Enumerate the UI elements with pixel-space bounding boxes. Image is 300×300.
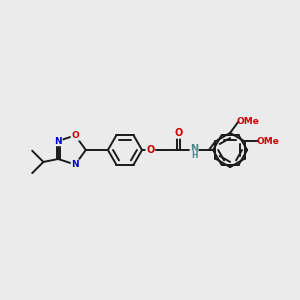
Text: N: N	[54, 136, 62, 146]
Text: O: O	[146, 145, 154, 155]
Text: N: N	[190, 144, 198, 154]
Text: N: N	[71, 160, 79, 169]
Text: O: O	[175, 128, 183, 138]
Text: OMe: OMe	[256, 137, 279, 146]
Text: OMe: OMe	[237, 117, 260, 126]
Text: O: O	[71, 131, 79, 140]
Text: H: H	[191, 151, 197, 160]
